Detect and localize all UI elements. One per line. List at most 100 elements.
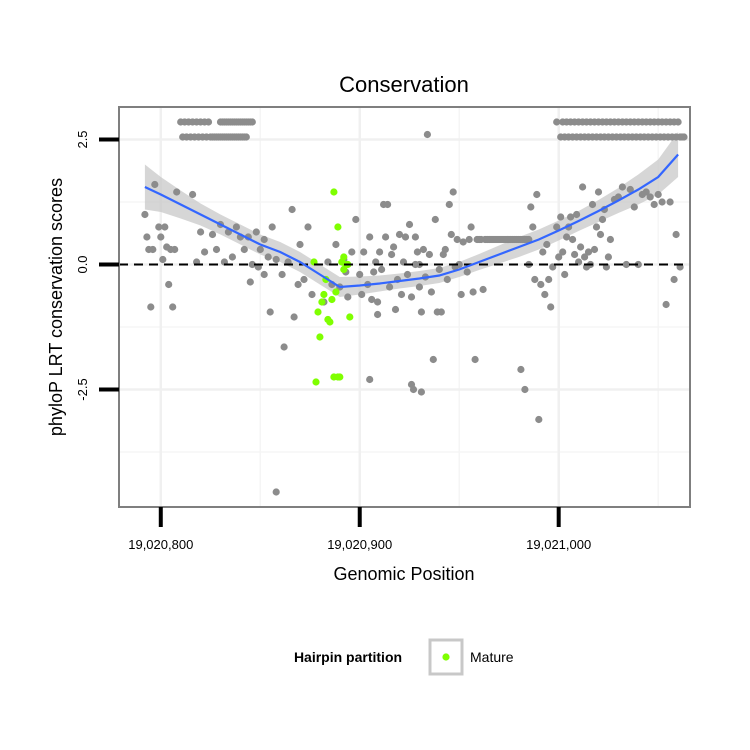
data-point bbox=[622, 260, 630, 269]
data-point bbox=[344, 293, 352, 301]
legend-label-mature: Mature bbox=[470, 649, 514, 665]
x-tick-label: 19,021,000 bbox=[526, 537, 591, 552]
data-point bbox=[557, 213, 565, 221]
data-point bbox=[606, 235, 615, 244]
data-point bbox=[356, 270, 364, 279]
data-point bbox=[553, 118, 561, 126]
data-point bbox=[541, 290, 549, 299]
data-point bbox=[384, 200, 392, 209]
data-point bbox=[232, 223, 240, 231]
data-point bbox=[374, 310, 382, 319]
data-point bbox=[672, 230, 680, 239]
data-point-mature bbox=[318, 298, 326, 306]
data-point bbox=[376, 248, 384, 256]
smooth-trend-line bbox=[144, 153, 679, 289]
data-point bbox=[469, 288, 477, 296]
data-point bbox=[561, 270, 569, 279]
data-point bbox=[143, 233, 151, 241]
x-axis: 19,020,800 19,020,900 19,021,000 bbox=[128, 507, 591, 552]
data-point bbox=[443, 275, 451, 284]
data-point bbox=[517, 365, 525, 374]
data-point bbox=[429, 355, 437, 364]
data-point bbox=[415, 283, 423, 291]
data-point-mature bbox=[332, 288, 340, 296]
data-point bbox=[288, 205, 296, 214]
data-point bbox=[447, 230, 455, 239]
data-point bbox=[467, 223, 475, 231]
data-point bbox=[596, 230, 605, 239]
y-tick-label: -2.5 bbox=[75, 378, 90, 400]
data-point bbox=[411, 233, 419, 241]
data-point bbox=[539, 248, 547, 256]
data-point bbox=[569, 235, 577, 244]
data-point bbox=[368, 295, 376, 304]
data-point bbox=[272, 488, 280, 496]
plot-border bbox=[118, 106, 691, 508]
data-point bbox=[626, 185, 634, 194]
data-point bbox=[390, 243, 398, 251]
data-point bbox=[268, 223, 276, 231]
data-point bbox=[455, 260, 463, 269]
data-point bbox=[588, 200, 597, 209]
data-point bbox=[417, 388, 425, 396]
y-tick-label: 0.0 bbox=[75, 255, 90, 273]
data-point bbox=[260, 235, 268, 244]
data-point bbox=[662, 300, 670, 309]
data-point bbox=[590, 245, 599, 254]
data-point bbox=[272, 255, 280, 264]
data-point bbox=[204, 118, 213, 126]
data-point bbox=[395, 230, 404, 239]
data-point bbox=[646, 193, 654, 201]
data-point bbox=[521, 385, 529, 394]
data-point bbox=[555, 253, 563, 261]
data-point bbox=[260, 270, 268, 279]
data-point bbox=[471, 355, 479, 364]
data-point bbox=[598, 215, 607, 224]
plot-background bbox=[119, 107, 690, 507]
data-point-mature bbox=[326, 318, 334, 326]
data-point bbox=[141, 210, 149, 219]
data-point bbox=[348, 248, 356, 256]
data-point bbox=[630, 203, 638, 211]
data-point bbox=[197, 228, 205, 236]
legend-key-mature-dot bbox=[442, 653, 450, 661]
chart-title: Conservation bbox=[339, 72, 469, 97]
data-point bbox=[527, 203, 535, 211]
data-point-mature bbox=[314, 308, 322, 316]
data-point-mature bbox=[316, 333, 324, 341]
data-point-mature bbox=[330, 188, 338, 196]
data-point-mature bbox=[346, 313, 354, 321]
data-point bbox=[563, 233, 571, 241]
data-point bbox=[391, 305, 400, 314]
data-point bbox=[417, 308, 425, 316]
plot-area bbox=[118, 106, 691, 508]
data-point bbox=[208, 230, 217, 239]
data-point bbox=[151, 180, 159, 189]
data-point bbox=[525, 235, 533, 244]
data-point-mature bbox=[340, 253, 348, 261]
data-point bbox=[465, 235, 473, 244]
data-point bbox=[290, 313, 298, 321]
data-point bbox=[358, 290, 366, 299]
data-point bbox=[407, 293, 416, 301]
data-point bbox=[382, 233, 390, 241]
data-point-mature bbox=[312, 378, 320, 386]
data-point bbox=[397, 290, 406, 299]
data-point bbox=[401, 233, 410, 241]
data-point bbox=[332, 240, 340, 249]
data-point bbox=[666, 198, 674, 206]
x-tick-label: 19,020,900 bbox=[327, 537, 392, 552]
data-point bbox=[304, 223, 312, 231]
data-point bbox=[155, 223, 163, 231]
data-point bbox=[252, 228, 260, 236]
data-point bbox=[413, 248, 421, 256]
data-point bbox=[445, 200, 453, 209]
data-point bbox=[403, 270, 412, 279]
data-point bbox=[169, 303, 177, 311]
y-axis: -2.5 0.0 2.5 bbox=[75, 130, 119, 401]
data-point bbox=[256, 245, 264, 254]
data-point bbox=[147, 303, 155, 311]
data-point bbox=[366, 233, 374, 241]
data-point bbox=[453, 235, 461, 244]
data-point bbox=[604, 253, 613, 261]
